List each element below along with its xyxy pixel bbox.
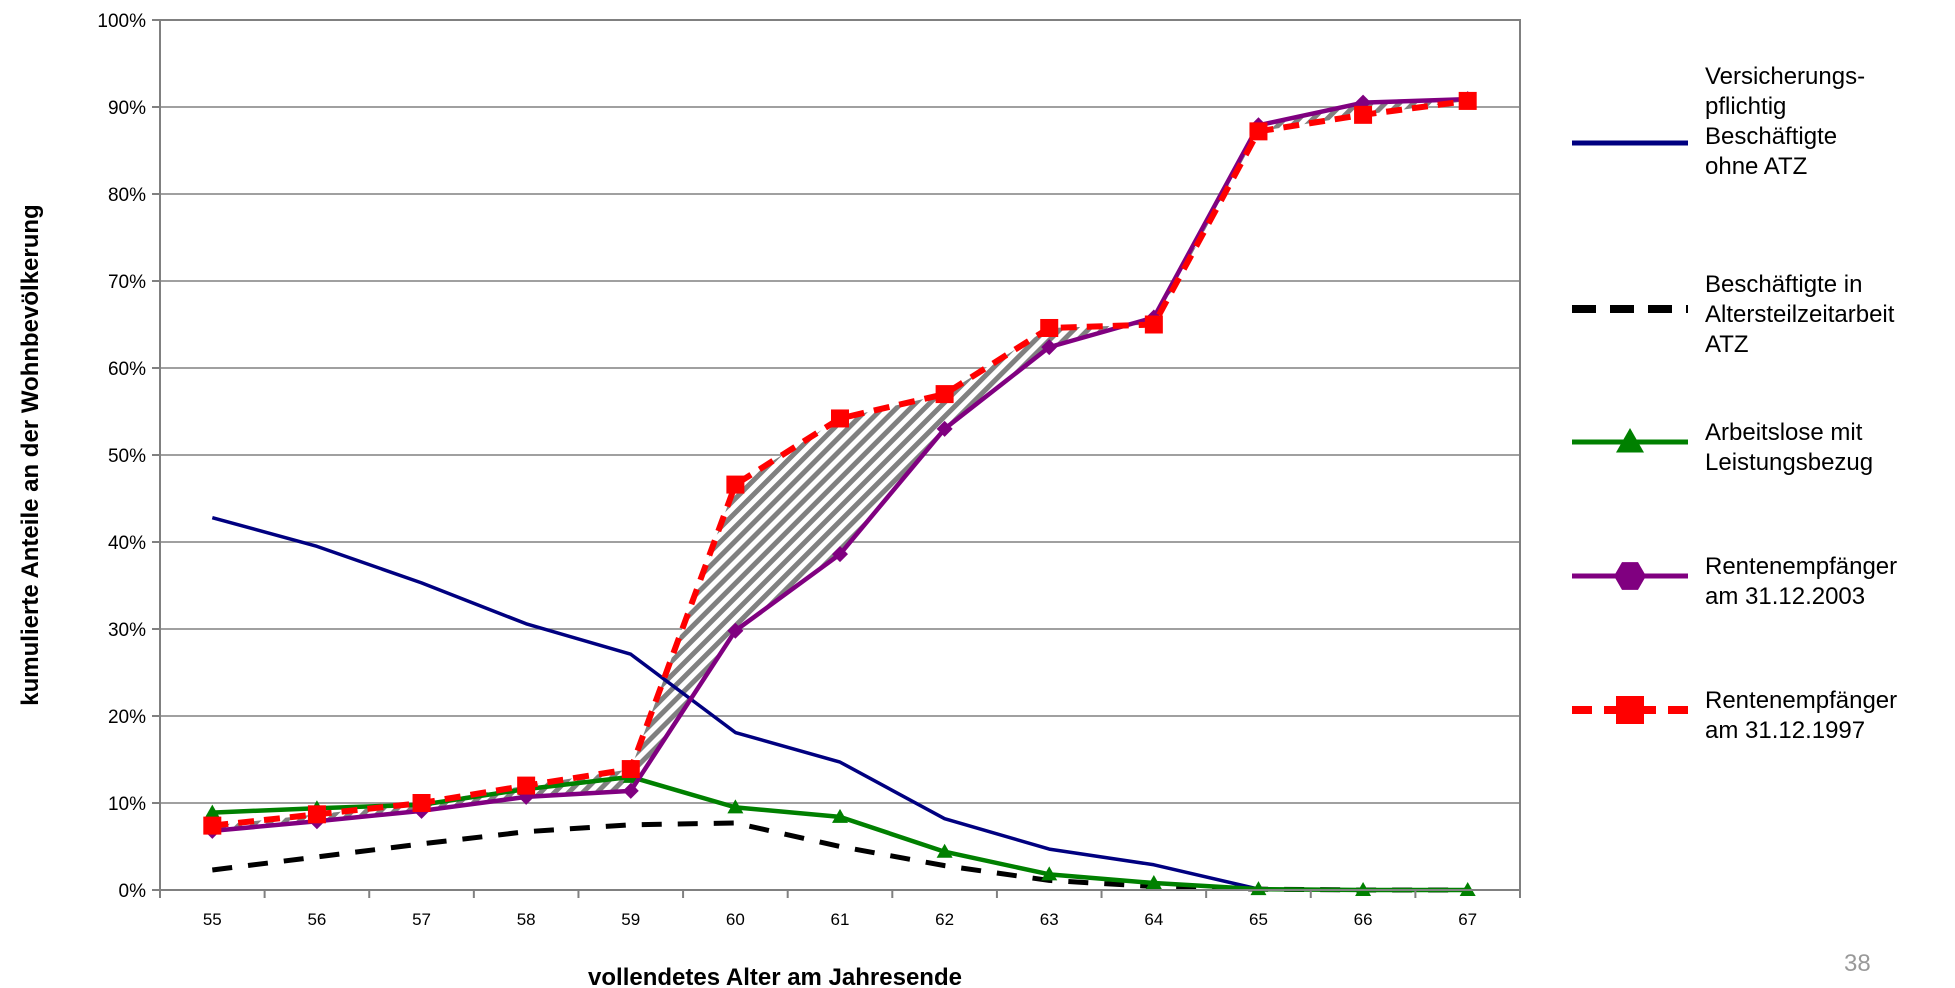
data-point bbox=[517, 776, 536, 795]
x-tick-label: 67 bbox=[1458, 910, 1477, 929]
x-tick-label: 60 bbox=[726, 910, 745, 929]
legend-item: Versicherungs-pflichtig Beschäftigte ohne … bbox=[1572, 63, 1865, 180]
data-point bbox=[727, 799, 744, 814]
y-tick-label: 40% bbox=[108, 533, 146, 554]
data-point bbox=[727, 622, 744, 639]
legend-item: Rentenempfänger am 31.12.2003 bbox=[1572, 553, 1897, 610]
x-tick-label: 64 bbox=[1144, 910, 1163, 929]
data-point bbox=[1458, 91, 1477, 110]
data-point bbox=[307, 805, 326, 824]
shaded-region bbox=[212, 99, 1468, 831]
data-point bbox=[1250, 881, 1267, 896]
legend-item: Beschäftigte in Altersteilzeitarbeit ATZ bbox=[1572, 271, 1895, 358]
legend-item: Arbeitslose mit Leistungsbezug bbox=[1572, 419, 1873, 476]
data-point bbox=[412, 794, 431, 812]
legend-label: Beschäftigte in bbox=[1705, 271, 1862, 298]
legend-label: am 31.12.2003 bbox=[1705, 583, 1865, 610]
y-tick-label: 70% bbox=[108, 272, 146, 293]
x-tick-label: 66 bbox=[1354, 910, 1373, 929]
legend-label: ATZ bbox=[1705, 331, 1749, 358]
data-point bbox=[622, 782, 639, 799]
x-tick-label: 57 bbox=[412, 910, 431, 929]
data-point bbox=[621, 760, 640, 779]
data-point bbox=[1354, 105, 1373, 124]
legend: Versicherungs-pflichtig Beschäftigte ohne … bbox=[1572, 63, 1897, 744]
x-axis-title: vollendetes Alter am Jahresende bbox=[588, 964, 962, 988]
x-tick-label: 61 bbox=[831, 910, 850, 929]
y-tick-label: 80% bbox=[108, 185, 146, 206]
data-point bbox=[936, 843, 953, 858]
data-point bbox=[203, 816, 222, 835]
x-tick-label: 58 bbox=[517, 910, 536, 929]
y-tick-label: 30% bbox=[108, 620, 146, 641]
shaded-area bbox=[212, 99, 1468, 831]
data-point bbox=[1040, 318, 1059, 337]
y-tick-label: 100% bbox=[97, 11, 146, 32]
legend-label: am 31.12.1997 bbox=[1705, 717, 1865, 744]
y-axis-title: kumulierte Anteile an der Wohnbevölkerun… bbox=[17, 204, 44, 705]
data-point bbox=[1249, 122, 1268, 141]
y-tick-label: 10% bbox=[108, 794, 146, 815]
legend-item: Rentenempfänger am 31.12.1997 bbox=[1572, 687, 1897, 744]
legend-label: Versicherungs- bbox=[1705, 63, 1865, 90]
legend-label: Rentenempfänger bbox=[1705, 553, 1897, 580]
data-point bbox=[1144, 315, 1163, 334]
x-tick-label: 55 bbox=[203, 910, 222, 929]
data-point bbox=[204, 804, 221, 819]
legend-label: ohne ATZ bbox=[1705, 153, 1807, 180]
x-tick-label: 65 bbox=[1249, 910, 1268, 929]
data-point bbox=[1041, 339, 1058, 356]
legend-marker bbox=[1616, 428, 1644, 453]
data-point bbox=[832, 546, 848, 563]
legend-label: Rentenempfänger bbox=[1705, 687, 1897, 714]
x-axis: 55 56 57 58 59 60 61 62 63 64 65 66 67 bbox=[159, 890, 1521, 929]
x-tick-label: 56 bbox=[307, 910, 326, 929]
data-point bbox=[935, 385, 954, 404]
legend-label: pflichtig bbox=[1705, 93, 1786, 120]
y-tick-label: 60% bbox=[108, 359, 146, 380]
y-tick-label: 90% bbox=[108, 98, 146, 119]
legend-label: Arbeitslose mit bbox=[1705, 419, 1863, 446]
data-point bbox=[832, 808, 848, 823]
y-tick-label: 0% bbox=[119, 881, 147, 902]
data-point bbox=[1145, 875, 1162, 890]
data-point bbox=[831, 409, 849, 428]
series-5 bbox=[203, 91, 1477, 835]
y-tick-label: 50% bbox=[108, 446, 146, 467]
legend-label: Altersteilzeitarbeit bbox=[1705, 301, 1895, 328]
legend-label: Beschäftigte bbox=[1705, 123, 1837, 150]
legend-marker bbox=[1616, 696, 1644, 724]
gridlines bbox=[160, 106, 1520, 804]
y-axis: 0% 10% 20% 30% 40% 50% 60% 70% 80% 90% 100% bbox=[97, 11, 160, 902]
legend-marker bbox=[1614, 562, 1646, 590]
x-tick-label: 59 bbox=[621, 910, 640, 929]
page-number: 38 bbox=[1844, 950, 1871, 977]
data-point bbox=[936, 420, 953, 437]
y-tick-label: 20% bbox=[108, 707, 146, 728]
data-point bbox=[726, 475, 745, 494]
legend-label: Leistungsbezug bbox=[1705, 449, 1873, 476]
data-point bbox=[1041, 866, 1058, 881]
x-tick-label: 62 bbox=[935, 910, 954, 929]
x-tick-label: 63 bbox=[1040, 910, 1059, 929]
